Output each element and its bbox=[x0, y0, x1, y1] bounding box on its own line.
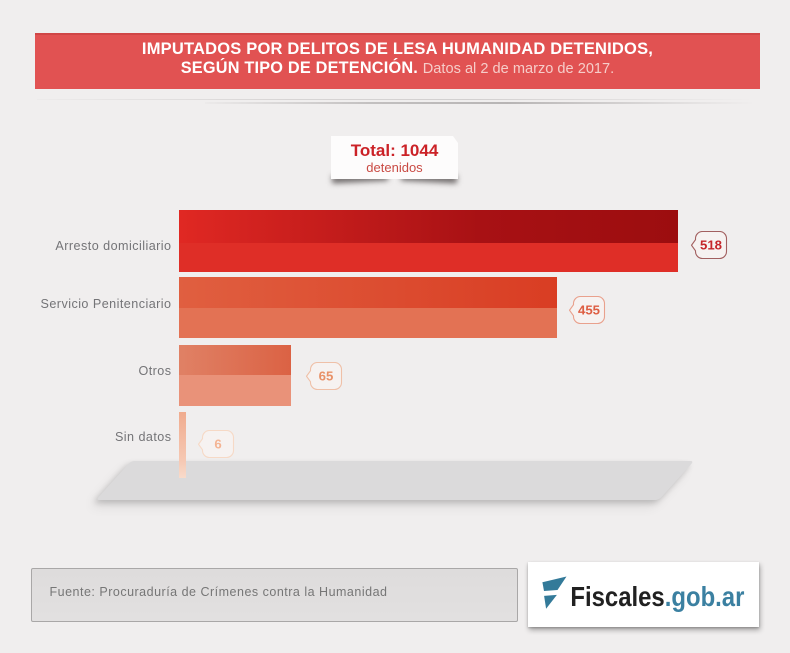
svg-text:455: 455 bbox=[577, 302, 599, 317]
svg-text:518: 518 bbox=[699, 237, 721, 252]
svg-text:6: 6 bbox=[214, 436, 221, 451]
svg-text:65: 65 bbox=[318, 368, 333, 383]
svg-text:Fiscales.gob.ar: Fiscales.gob.ar bbox=[570, 581, 744, 612]
